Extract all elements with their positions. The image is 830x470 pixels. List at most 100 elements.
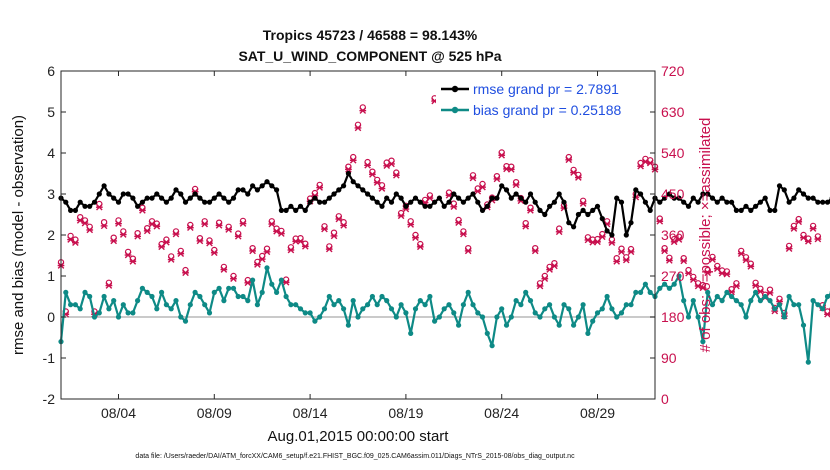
rmse-point [614,195,620,201]
rmse-point [398,195,404,201]
bias-point [240,293,246,300]
bias-point [465,289,471,295]
bias-point [283,293,289,300]
bias-point [278,277,284,283]
y-tick-label: 2 [47,227,55,243]
bias-point [384,298,390,304]
rmse-point [283,207,289,213]
rmse-point [571,224,577,230]
rmse-point [408,199,414,205]
x-tick-label: 08/14 [293,405,328,421]
obs-assimilated-point [493,175,501,183]
bias-point [566,306,572,312]
bias-point [125,310,131,316]
rmse-point [609,232,615,238]
bias-point [556,322,562,328]
obs-assimilated-point [392,172,400,179]
rmse-point [786,199,792,205]
obs-assimilated-point [110,237,118,245]
rmse-point [743,203,749,209]
bias-point [618,310,625,316]
obs-assimilated-point [234,233,242,240]
obs-assimilated-point [766,289,774,297]
bias-point [537,314,543,320]
rmse-point [326,195,332,201]
bias-point [518,302,524,308]
bias-point [374,302,380,308]
bias-point [446,302,452,308]
y-tick-label: 4 [47,145,55,161]
bias-point [264,265,270,271]
y-tick-label: 3 [47,186,55,202]
bias-point [633,289,639,295]
y-tick-label: 6 [47,63,55,79]
obs-assimilated-point [373,179,381,186]
rmse-point [350,179,356,185]
bias-point [800,322,807,328]
rmse-point [508,195,514,201]
obs-assimilated-point [757,288,764,295]
obs-assimilated-point [752,282,759,289]
bias-point [106,306,112,312]
bias-point [695,314,701,320]
rmse-point [274,187,280,193]
rmse-point [259,183,265,189]
rmse-point [690,195,696,201]
rmse-point [810,195,816,201]
obs-assimilated-point [551,262,558,270]
bias-point [87,293,93,300]
rmse-point [403,203,409,209]
obs-assimilated-point [412,234,419,242]
obs-assimilated-point [713,265,721,273]
rmse-point [139,199,145,205]
axes-layer: -2 -1 0 1 2 3 4 5 6 0 90 180 270 360 450 540 630 720 08/04… [43,63,685,421]
bias-point [671,281,677,287]
rmse-point [82,203,88,209]
obs-assimilated-point [622,256,630,264]
obs-assimilated-point [594,238,601,246]
rmse-point [542,211,548,218]
rmse-point [269,183,275,189]
obs-assimilated-point [143,227,151,235]
rmse-point [547,203,553,209]
rmse-point [604,228,610,234]
obs-assimilated-point [105,282,113,289]
obs-assimilated-point [67,236,74,243]
bias-point [139,285,145,291]
bias-point [580,302,586,308]
bias-point [302,310,308,316]
obs-assimilated-point [321,225,328,233]
obs-assimilated-point [570,169,577,176]
rmse-point [163,199,169,205]
rmse-point [523,199,529,205]
y-tick-label: 1 [47,268,55,284]
obs-assimilated-point [72,239,79,247]
bias-point [585,330,591,336]
bias-point [182,318,189,324]
obs-assimilated-point [426,194,434,202]
obs-assimilated-point [531,247,539,255]
rmse-point [379,203,385,209]
obs-assimilated-point [230,275,237,283]
obs-assimilated-point [747,263,755,270]
rmse-point [575,211,582,218]
bias-point [408,330,414,336]
bias-point [355,314,361,320]
obs-assimilated-point [249,247,256,255]
x-tick-label: 08/29 [580,405,615,421]
y-axis-label: rmse and bias (model - observation) [10,115,27,355]
obs-assimilated-point [167,256,175,263]
obs-assimilated-point [340,222,347,229]
rmse-point [705,191,711,197]
obs-assimilated-point [455,219,462,226]
rmse-point [824,199,830,205]
bias-point [345,322,351,328]
rmse-series-layer [58,170,830,238]
obs-assimilated-point [555,228,563,236]
obs-assimilated-point [800,234,807,242]
bias-point [767,298,773,304]
chart-subtitle: SAT_U_WIND_COMPONENT @ 525 hPa [238,48,501,64]
bias-point [235,293,241,300]
rmse-point [412,195,419,201]
